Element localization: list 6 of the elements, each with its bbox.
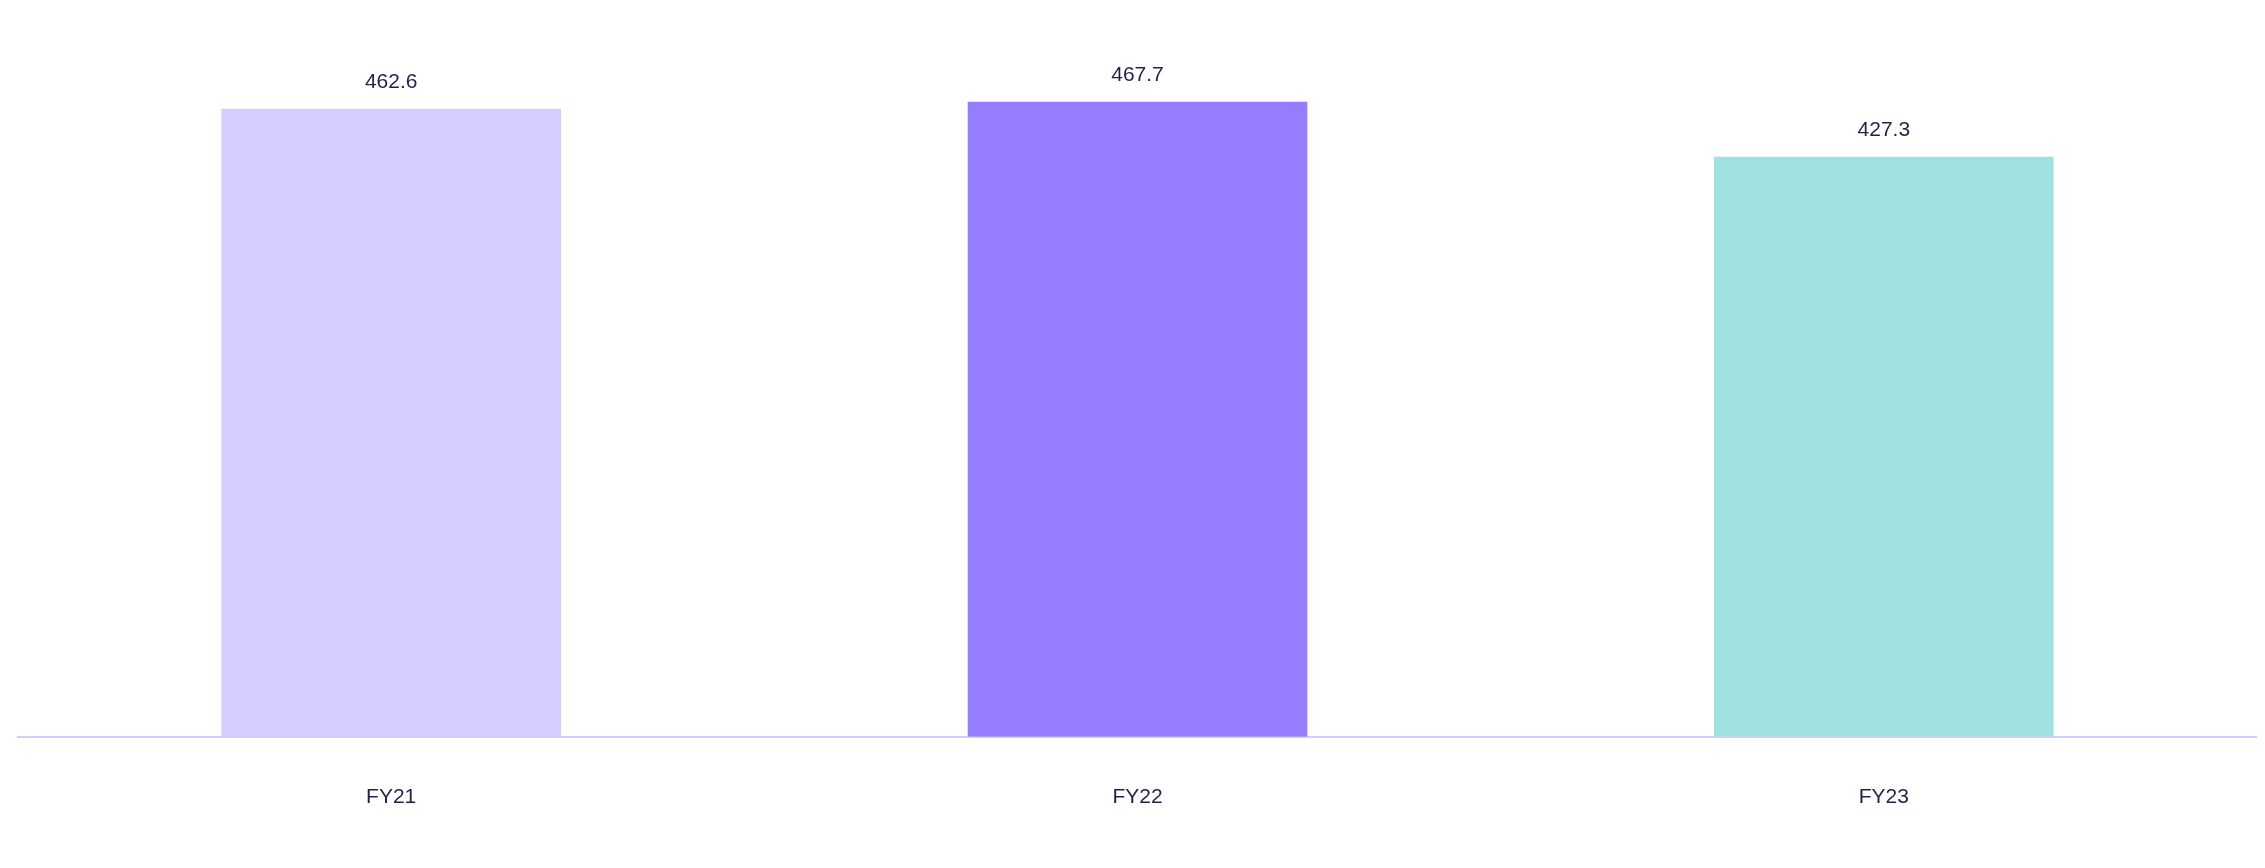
data-label: 467.7: [1111, 62, 1164, 86]
data-label: 427.3: [1857, 116, 1911, 140]
x-tick-label: FY23: [1858, 784, 1909, 808]
data-label: 462.6: [364, 69, 418, 93]
x-tick-label: FY22: [1112, 784, 1163, 808]
x-tick-label: FY21: [366, 784, 417, 808]
